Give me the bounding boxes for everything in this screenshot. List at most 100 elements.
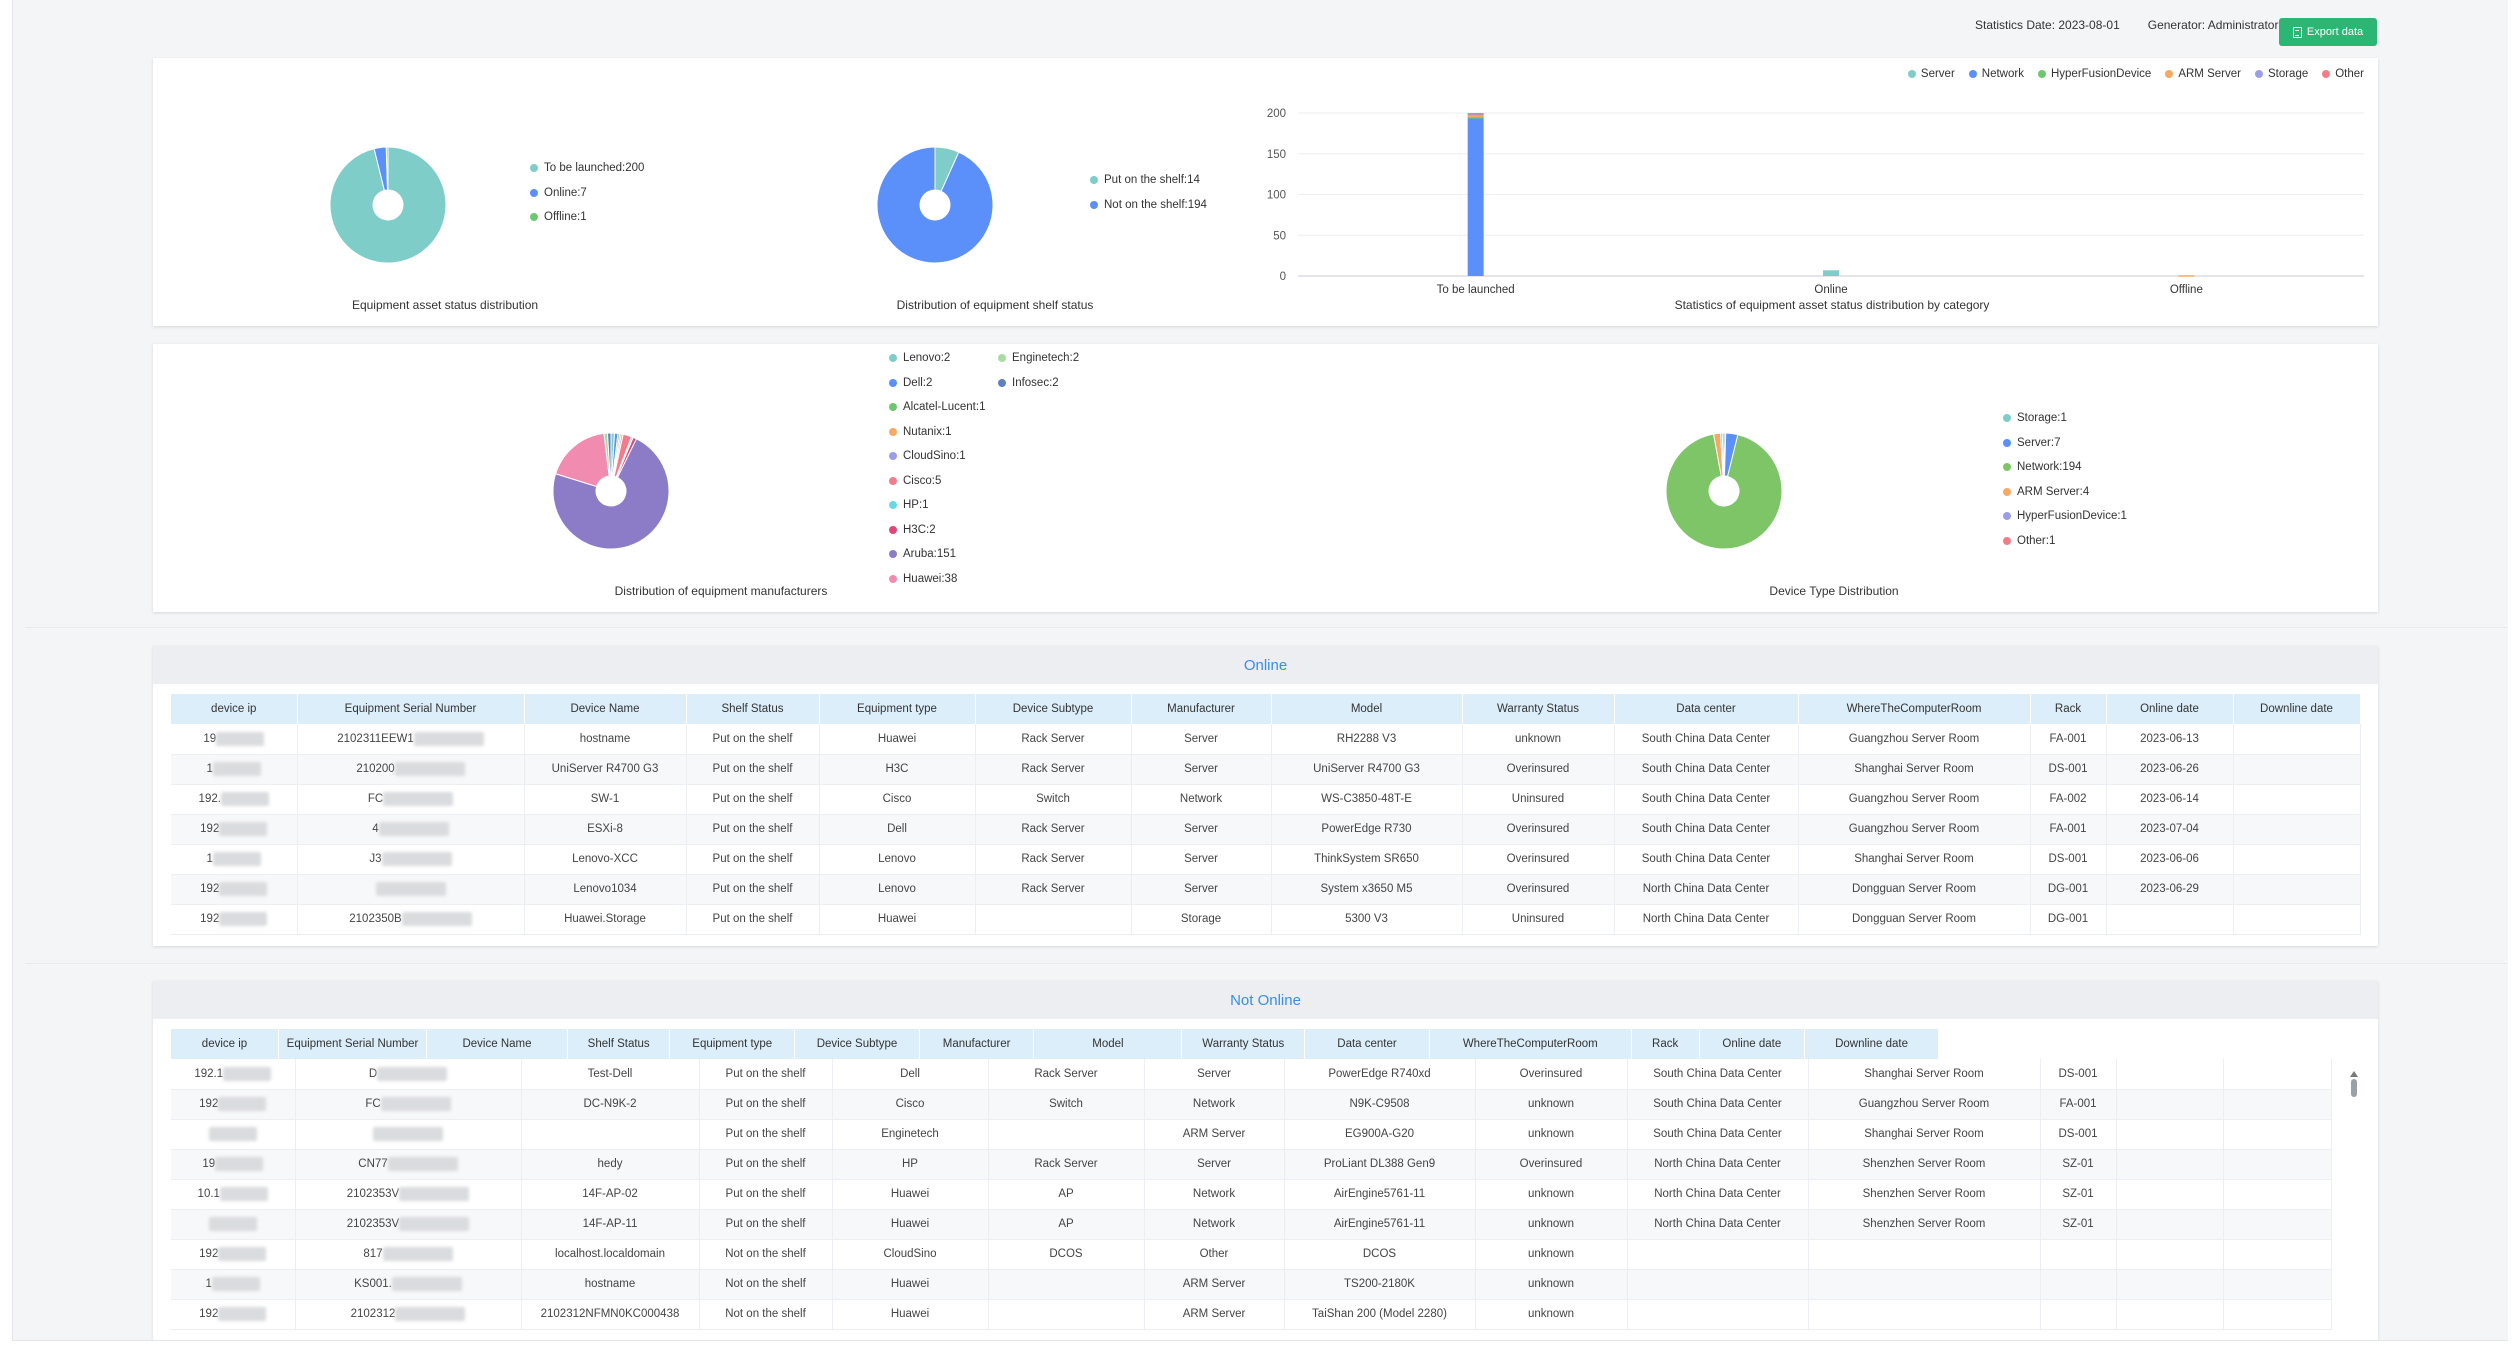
column-header[interactable]: Device Subtype	[794, 1029, 920, 1059]
table-row[interactable]: 1 210200 UniServer R4700 G3 Put on the shel…	[171, 754, 2361, 785]
legend-item[interactable]: Server	[1907, 68, 1955, 80]
pie-slice-not-on-the-shelf[interactable]	[876, 146, 994, 264]
table-row[interactable]: 192 Lenovo1034 Put on the shelf Lenovo Rack …	[171, 874, 2361, 905]
legend-item[interactable]: ARM Server	[2165, 68, 2241, 80]
legend-item[interactable]: Other:1	[2003, 529, 2127, 554]
table-row[interactable]: 192 2102350B Huawei.Storage Put on the shel…	[171, 904, 2361, 935]
table-cell: 10.1	[171, 1179, 296, 1210]
column-header[interactable]: Rack	[1631, 1029, 1700, 1059]
column-header[interactable]: Online date	[1699, 1029, 1806, 1059]
column-header[interactable]: Model	[1033, 1029, 1183, 1059]
column-header[interactable]: device ip	[171, 1029, 279, 1059]
table-cell: FA-001	[2030, 814, 2107, 845]
table-cell: Dongguan Server Room	[1798, 874, 2031, 905]
legend-item[interactable]: To be launched:200	[530, 156, 644, 181]
table-row[interactable]: 2102353V 14F-AP-11 Put on the shelf Huawei A…	[171, 1209, 2332, 1240]
table-row[interactable]: 19 CN77 hedy Put on the shelf HP Rack Server S…	[171, 1149, 2332, 1180]
legend-item[interactable]: Offline:1	[530, 205, 644, 230]
legend-item[interactable]: CloudSino:1	[889, 444, 985, 469]
legend-item[interactable]: Not on the shelf:194	[1090, 193, 1207, 218]
column-header[interactable]: Device Subtype	[975, 694, 1132, 724]
legend-item[interactable]: Cisco:5	[889, 469, 985, 494]
column-header[interactable]: Device Name	[426, 1029, 568, 1059]
column-header[interactable]: Manufacturer	[1131, 694, 1272, 724]
pie-slice-aruba[interactable]	[552, 438, 670, 550]
legend-item[interactable]: Enginetech:2	[998, 346, 1079, 371]
table-cell	[171, 1209, 296, 1240]
column-header[interactable]: Shelf Status	[567, 1029, 671, 1059]
legend-item[interactable]: Network:194	[2003, 455, 2127, 480]
offline-scrollbar[interactable]	[2350, 1071, 2358, 1097]
legend-item[interactable]: Nutanix:1	[889, 420, 985, 445]
table-row[interactable]: 192 4 ESXi-8 Put on the shelf Dell Rack Serve…	[171, 814, 2361, 845]
column-header[interactable]: Downline date	[1804, 1029, 1939, 1059]
legend-item[interactable]: Dell:2	[889, 371, 985, 396]
table-row[interactable]: 1 J3 Lenovo-XCC Put on the shelf Lenovo Rack …	[171, 844, 2361, 875]
pie-slice-to-be-launched[interactable]	[329, 146, 447, 264]
table-row[interactable]: 10.1 2102353V 14F-AP-02 Put on the shelf Hua…	[171, 1179, 2332, 1210]
column-header[interactable]: Data center	[1304, 1029, 1430, 1059]
legend-item[interactable]: Alcatel-Lucent:1	[889, 395, 985, 420]
legend-item[interactable]: Aruba:151	[889, 542, 985, 567]
bar-server[interactable]	[1823, 270, 1839, 276]
table-row[interactable]: 192 FC DC-N9K-2 Put on the shelf Cisco Switch…	[171, 1089, 2332, 1120]
column-header[interactable]: WhereTheComputerRoom	[1429, 1029, 1632, 1059]
pie-slice-network[interactable]	[1665, 433, 1783, 550]
bar-arm-server[interactable]	[1467, 114, 1484, 118]
table-cell	[2233, 754, 2361, 785]
pie-slice-other[interactable]	[1721, 432, 1725, 477]
legend-item[interactable]: Storage:1	[2003, 406, 2127, 431]
scroll-thumb[interactable]	[2351, 1079, 2357, 1097]
export-data-button[interactable]: Export data	[2279, 18, 2377, 46]
column-header[interactable]: Model	[1271, 694, 1463, 724]
column-header[interactable]: WhereTheComputerRoom	[1798, 694, 2031, 724]
pie-slice-offline[interactable]	[385, 146, 389, 191]
column-header[interactable]: Device Name	[524, 694, 687, 724]
table-row[interactable]: Put on the shelf Enginetech ARM Server EG90…	[171, 1119, 2332, 1150]
column-header[interactable]: Warranty Status	[1462, 694, 1615, 724]
legend-item[interactable]: Infosec:2	[998, 371, 1079, 396]
column-header[interactable]: Equipment Serial Number	[297, 694, 525, 724]
column-header[interactable]: Data center	[1614, 694, 1799, 724]
table-row[interactable]: 192 817 localhost.localdomain Not on the sh…	[171, 1239, 2332, 1270]
column-header[interactable]: Shelf Status	[686, 694, 820, 724]
column-header[interactable]: Equipment type	[669, 1029, 796, 1059]
legend-item[interactable]: Put on the shelf:14	[1090, 168, 1207, 193]
legend-item[interactable]: HP:1	[889, 493, 985, 518]
column-header[interactable]: Manufacturer	[919, 1029, 1035, 1059]
column-header[interactable]: Rack	[2030, 694, 2107, 724]
bar-storage[interactable]	[1467, 113, 1484, 116]
column-header[interactable]: Equipment type	[819, 694, 976, 724]
column-header[interactable]: device ip	[171, 694, 298, 724]
table-row[interactable]: 19 2102311EEW1 hostname Put on the shelf Hua…	[171, 724, 2361, 755]
legend-item[interactable]: Other	[2322, 68, 2364, 80]
bar-network[interactable]	[1467, 117, 1484, 276]
bar-arm-server[interactable]	[2178, 275, 2195, 277]
legend-item[interactable]: ARM Server:4	[2003, 480, 2127, 505]
legend-item[interactable]: HyperFusionDevice	[2037, 68, 2151, 80]
table-row[interactable]: 1 KS001. hostname Not on the shelf Huawei ARM…	[171, 1269, 2332, 1300]
pie-slice-huawei[interactable]	[554, 432, 610, 488]
legend-item[interactable]: Huawei:38	[889, 567, 985, 592]
table-row[interactable]: 192.1 D Test-Dell Put on the shelf Dell Rack …	[171, 1059, 2332, 1090]
legend-item[interactable]: Server:7	[2003, 431, 2127, 456]
bar-hyperfusiondevice[interactable]	[1467, 117, 1484, 119]
legend-item[interactable]: Online:7	[530, 181, 644, 206]
column-header[interactable]: Equipment Serial Number	[278, 1029, 428, 1059]
table-cell: 2023-06-26	[2106, 754, 2234, 785]
scroll-up-icon[interactable]	[2350, 1071, 2358, 1077]
column-header[interactable]: Warranty Status	[1181, 1029, 1306, 1059]
table-cell: Not on the shelf	[699, 1239, 833, 1270]
legend-item[interactable]: H3C:2	[889, 518, 985, 543]
legend-item[interactable]: Storage	[2254, 68, 2308, 80]
legend-item[interactable]: HyperFusionDevice:1	[2003, 504, 2127, 529]
column-header[interactable]: Online date	[2106, 694, 2234, 724]
legend-item[interactable]: Network	[1968, 68, 2024, 80]
bar-other[interactable]	[1467, 113, 1484, 115]
column-header[interactable]: Downline date	[2233, 694, 2361, 724]
pie-slice-infosec[interactable]	[606, 432, 612, 477]
table-row[interactable]: 192. FC SW-1 Put on the shelf Cisco Switch Net…	[171, 784, 2361, 815]
legend-item[interactable]: Lenovo:2	[889, 346, 985, 371]
table-cell: Put on the shelf	[699, 1059, 833, 1090]
table-row[interactable]: 192 2102312 2102312NFMN0KC000438 Not on the…	[171, 1299, 2332, 1330]
